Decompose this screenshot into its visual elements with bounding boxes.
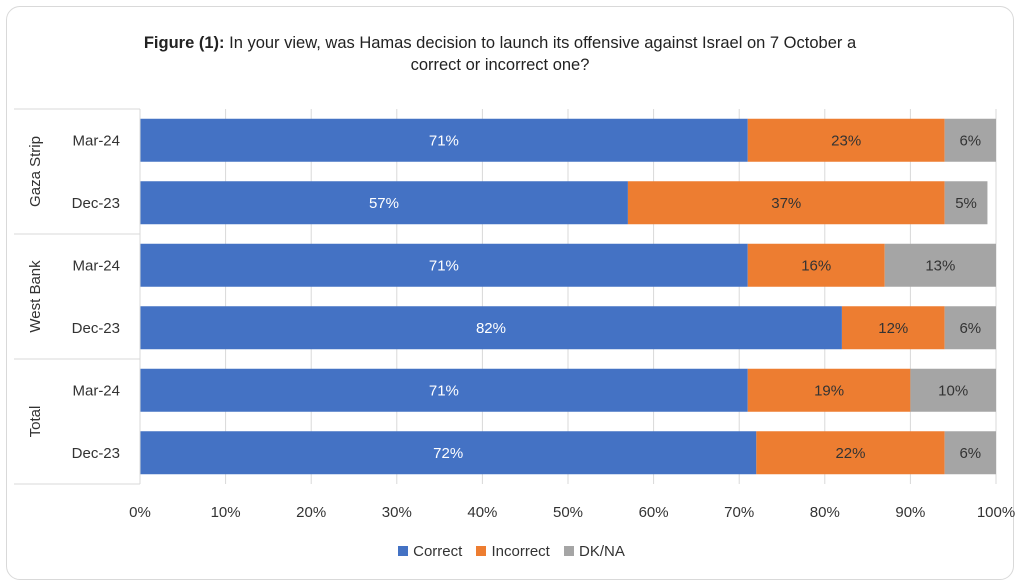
bar-dkna-4	[910, 368, 996, 412]
bar-dkna-5	[944, 431, 996, 475]
bar-label-dkna-5: 6%	[959, 445, 981, 462]
bar-dkna-0	[944, 118, 996, 162]
legend-swatch-incorrect	[476, 546, 487, 556]
x-tick-label-3: 30%	[382, 504, 412, 521]
bar-dkna-1	[944, 181, 988, 225]
title-text: In your view, was Hamas decision to laun…	[229, 34, 857, 74]
figure-label: Figure (1):	[143, 34, 225, 52]
legend-swatch-dkna	[564, 546, 575, 556]
chart-frame	[6, 6, 1014, 580]
bar-dkna-3	[944, 306, 996, 350]
x-tick-label-4: 40%	[467, 504, 497, 521]
row-label-1: Dec-23	[72, 195, 120, 212]
bar-incorrect-1	[627, 181, 945, 225]
bar-label-correct-4: 71%	[429, 382, 459, 399]
x-tick-label-9: 90%	[895, 504, 925, 521]
bar-incorrect-0	[747, 118, 945, 162]
bar-label-dkna-4: 10%	[938, 382, 968, 399]
bar-label-incorrect-1: 37%	[771, 195, 801, 212]
bar-correct-4	[140, 368, 748, 412]
stacked-bar-chart: 71% 23% 6% 57% 37% 5% 71% 16% 13% 82% 12% 6% 71% 19% 1…	[14, 108, 1015, 521]
bar-label-incorrect-5: 22%	[835, 445, 865, 462]
bar-label-correct-2: 71%	[429, 257, 459, 274]
bar-label-dkna-0: 6%	[959, 132, 981, 149]
group-label-2: Total	[27, 406, 44, 438]
group-label-0: Gaza Strip	[27, 136, 44, 207]
row-label-4: Mar-24	[72, 382, 120, 399]
legend-item-correct: Correct	[398, 543, 462, 560]
x-tick-label-8: 80%	[810, 504, 840, 521]
x-tick-label-0: 0%	[129, 504, 151, 521]
bar-label-incorrect-2: 16%	[801, 257, 831, 274]
row-label-3: Dec-23	[72, 320, 120, 337]
bar-correct-0	[140, 118, 748, 162]
legend-item-incorrect: Incorrect	[476, 543, 550, 560]
x-tick-label-1: 10%	[211, 504, 241, 521]
bar-correct-3	[140, 306, 842, 350]
x-tick-label-7: 70%	[724, 504, 754, 521]
bar-correct-5	[140, 431, 757, 475]
x-tick-label-6: 60%	[639, 504, 669, 521]
x-tick-label-2: 20%	[296, 504, 326, 521]
legend-item-dkna: DK/NA	[564, 543, 625, 560]
chart-title: Figure (1): In your view, was Hamas deci…	[140, 32, 860, 76]
bar-dkna-2	[884, 243, 996, 287]
legend-swatch-correct	[398, 546, 409, 556]
bar-label-dkna-1: 5%	[955, 195, 977, 212]
bar-correct-1	[140, 181, 628, 225]
x-tick-label-10: 100%	[977, 504, 1015, 521]
bar-label-correct-1: 57%	[369, 195, 399, 212]
bar-label-incorrect-0: 23%	[831, 132, 861, 149]
bar-incorrect-2	[747, 243, 885, 287]
x-tick-label-5: 50%	[553, 504, 583, 521]
row-label-5: Dec-23	[72, 445, 120, 462]
group-label-1: West Bank	[27, 260, 44, 333]
bar-correct-2	[140, 243, 748, 287]
bar-incorrect-3	[841, 306, 945, 350]
row-label-2: Mar-24	[72, 257, 120, 274]
bar-incorrect-4	[747, 368, 911, 412]
legend: Correct Incorrect DK/NA	[0, 543, 1023, 560]
bar-label-incorrect-4: 19%	[814, 382, 844, 399]
bar-label-correct-5: 72%	[433, 445, 463, 462]
bar-label-dkna-2: 13%	[925, 257, 955, 274]
bar-label-correct-3: 82%	[476, 320, 506, 337]
bar-label-dkna-3: 6%	[959, 320, 981, 337]
row-label-0: Mar-24	[72, 132, 120, 149]
bar-label-incorrect-3: 12%	[878, 320, 908, 337]
bar-incorrect-5	[756, 431, 945, 475]
bar-label-correct-0: 71%	[429, 132, 459, 149]
